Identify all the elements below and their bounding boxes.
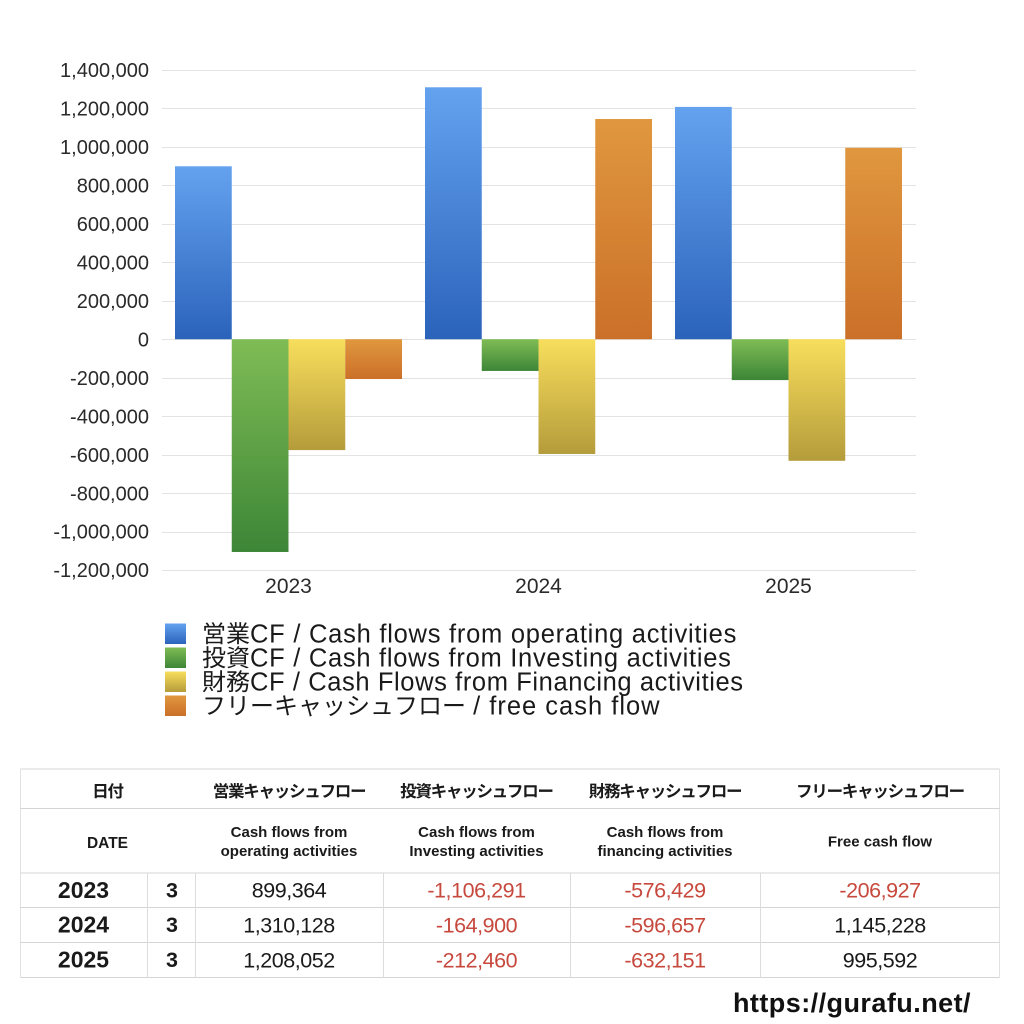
svg-text:2023: 2023	[58, 877, 109, 903]
svg-text:2023: 2023	[265, 575, 312, 598]
svg-text:1,310,128: 1,310,128	[243, 913, 335, 937]
svg-text:operating activities: operating activities	[221, 843, 358, 860]
svg-text:financing activities: financing activities	[597, 843, 732, 860]
svg-text:Cash flows from: Cash flows from	[231, 824, 348, 841]
svg-text:2024: 2024	[58, 912, 109, 938]
svg-text:Free cash flow: Free cash flow	[828, 834, 933, 851]
svg-text:3: 3	[166, 913, 178, 937]
svg-text:2025: 2025	[765, 575, 812, 598]
svg-text:200,000: 200,000	[77, 291, 149, 313]
svg-text:Cash flows from: Cash flows from	[418, 824, 535, 841]
svg-text:/ free cash flow: / free cash flow	[473, 692, 660, 720]
svg-text:-400,000: -400,000	[70, 406, 149, 428]
svg-text:1,145,228: 1,145,228	[834, 913, 926, 937]
svg-text:1,000,000: 1,000,000	[60, 137, 149, 159]
svg-text:-632,151: -632,151	[624, 948, 705, 972]
svg-text:-596,657: -596,657	[624, 913, 705, 937]
svg-text:2025: 2025	[58, 947, 109, 973]
svg-text:1,208,052: 1,208,052	[243, 948, 335, 972]
svg-text:899,364: 899,364	[252, 879, 327, 903]
svg-text:3: 3	[166, 878, 178, 902]
svg-text:0: 0	[138, 329, 149, 351]
svg-text:-206,927: -206,927	[839, 879, 920, 903]
svg-text:-212,460: -212,460	[436, 948, 518, 972]
svg-text:400,000: 400,000	[77, 253, 149, 275]
svg-text:Cash flows from: Cash flows from	[607, 824, 724, 841]
svg-text:1,200,000: 1,200,000	[60, 99, 149, 121]
svg-text:CF / Cash flows from Investing: CF / Cash flows from Investing activitie…	[250, 644, 732, 672]
svg-text:DATE: DATE	[87, 835, 128, 852]
svg-text:600,000: 600,000	[77, 214, 149, 236]
svg-text:https://gurafu.net/: https://gurafu.net/	[733, 988, 971, 1018]
svg-text:CF / Cash flows from operating: CF / Cash flows from operating activitie…	[250, 620, 737, 648]
svg-text:-1,000,000: -1,000,000	[53, 522, 149, 544]
svg-text:-1,200,000: -1,200,000	[53, 560, 149, 582]
svg-text:CF / Cash Flows from Financing: CF / Cash Flows from Financing activitie…	[250, 668, 744, 696]
svg-text:-800,000: -800,000	[70, 483, 149, 505]
svg-text:1,400,000: 1,400,000	[60, 60, 149, 82]
svg-text:-600,000: -600,000	[70, 445, 149, 467]
svg-text:800,000: 800,000	[77, 176, 149, 198]
svg-text:2024: 2024	[515, 575, 562, 598]
svg-text:995,592: 995,592	[843, 948, 918, 972]
svg-text:Investing activities: Investing activities	[409, 843, 543, 860]
svg-text:-576,429: -576,429	[624, 879, 705, 903]
svg-text:-164,900: -164,900	[436, 913, 518, 937]
svg-text:3: 3	[166, 948, 178, 972]
svg-text:-1,106,291: -1,106,291	[427, 879, 525, 903]
svg-text:-200,000: -200,000	[70, 368, 149, 390]
